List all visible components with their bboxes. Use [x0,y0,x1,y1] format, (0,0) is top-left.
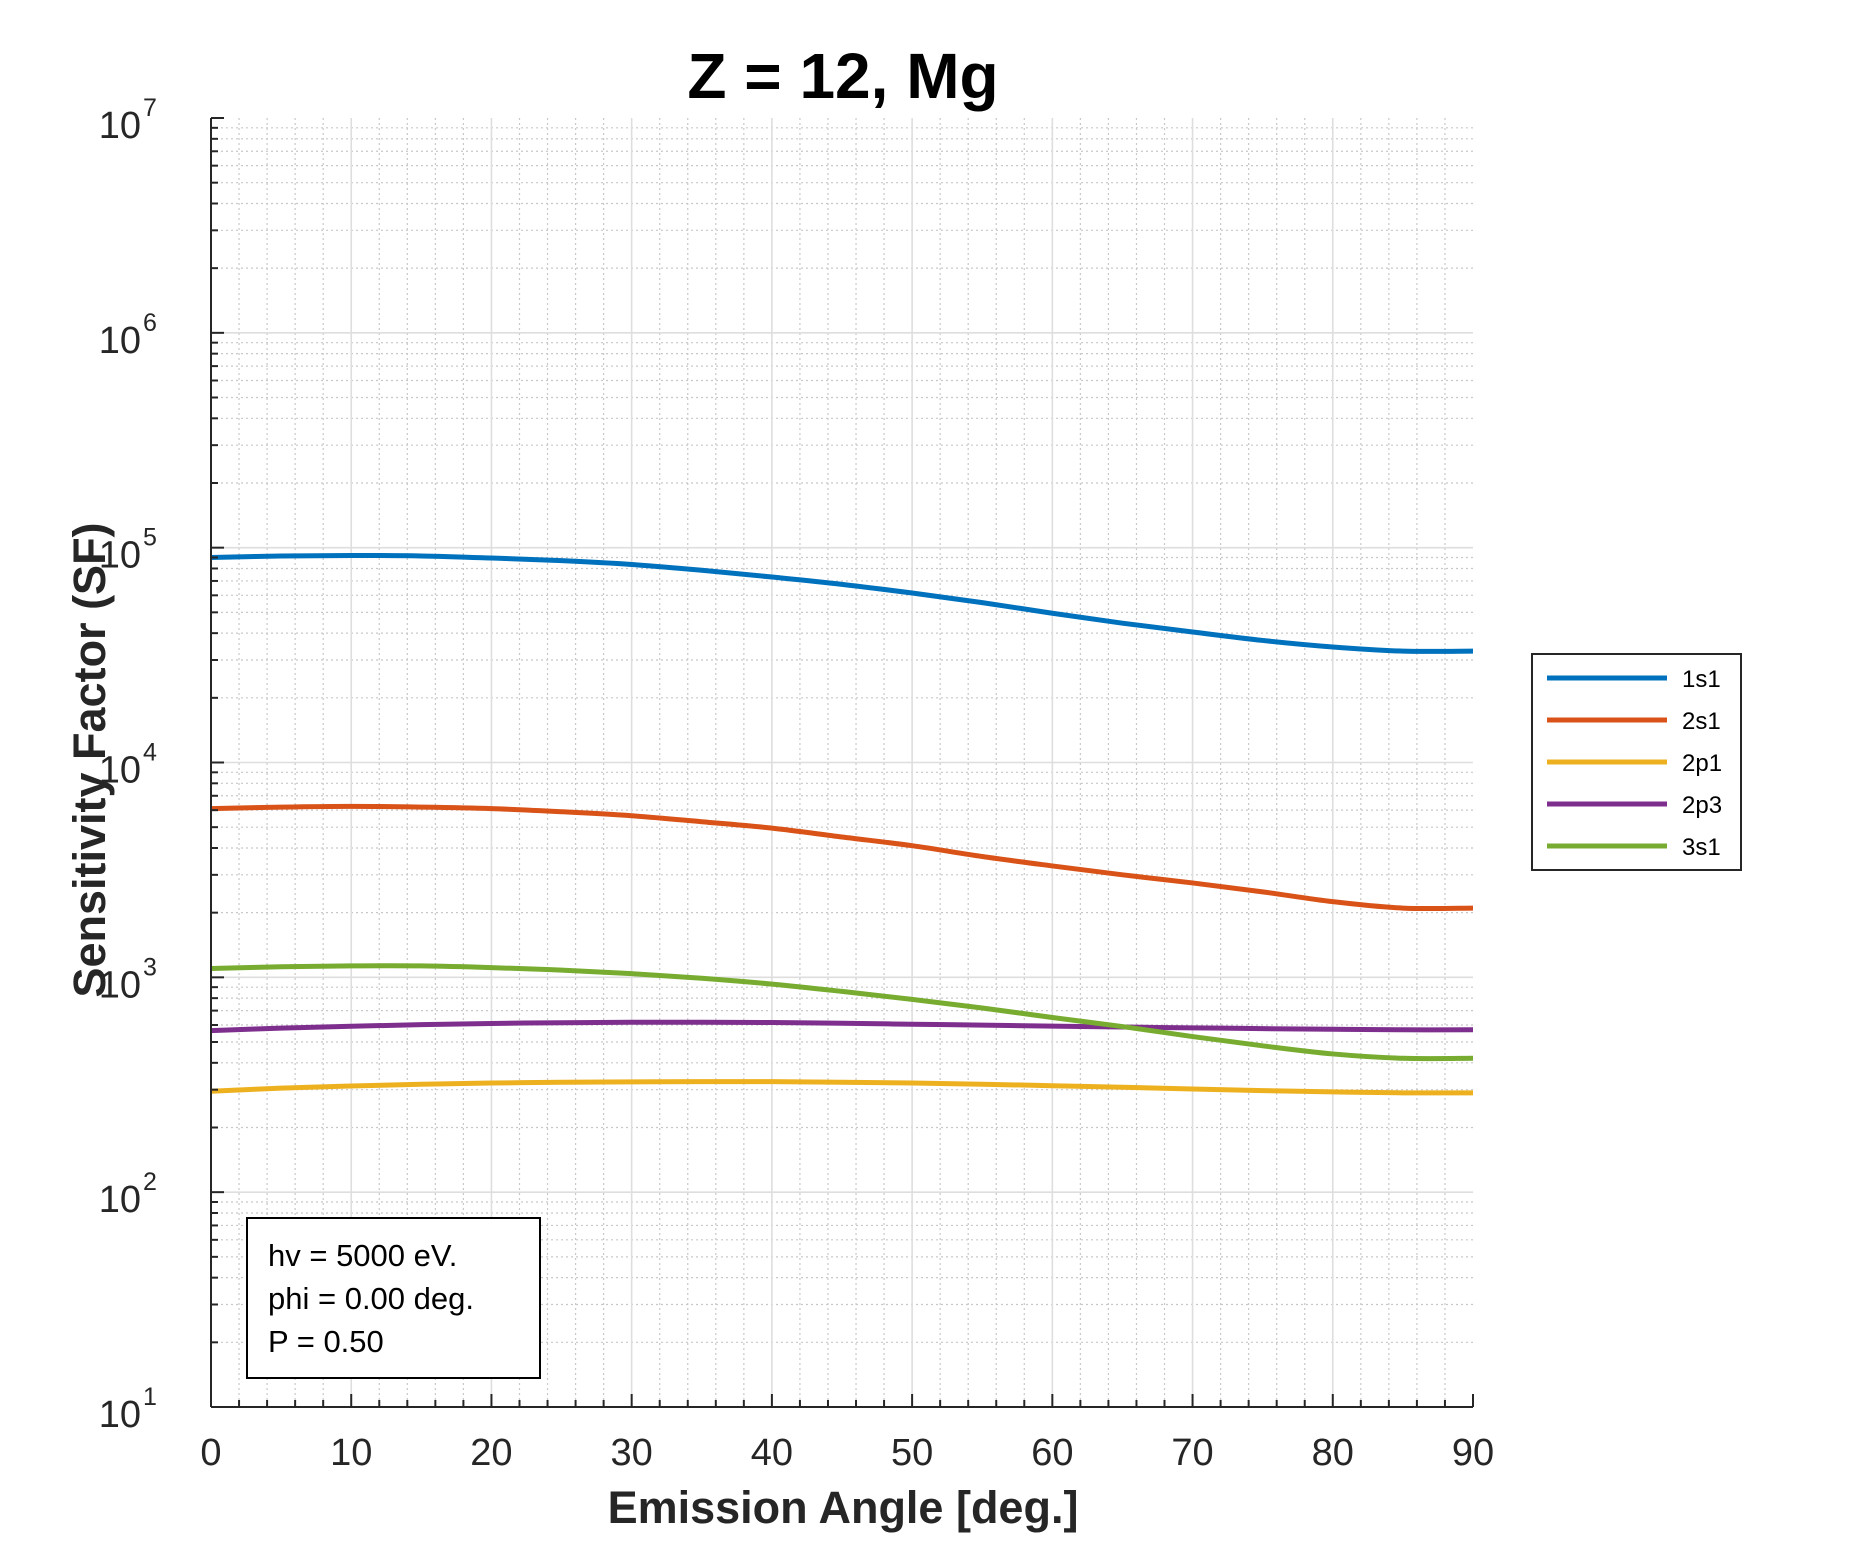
y-tick-label: 10 [99,105,141,147]
x-tick-label: 90 [1452,1432,1494,1474]
x-tick-label: 0 [200,1432,221,1474]
legend-label-2p1: 2p1 [1682,750,1722,777]
x-tick-label: 30 [611,1432,653,1474]
axes [210,117,1474,1408]
legend-label-2p3: 2p3 [1682,792,1722,819]
y-tick-label-exponent: 4 [143,739,157,767]
annotation-box: hv = 5000 eV. phi = 0.00 deg. P = 0.50 [246,1217,541,1379]
y-tick-label-exponent: 5 [143,524,157,552]
major-grid [211,118,1473,1407]
y-tick-label-exponent: 2 [143,1168,157,1196]
y-tick-label-exponent: 1 [143,1383,157,1411]
legend-label-2s1: 2s1 [1682,708,1721,735]
y-tick-label: 10 [99,1179,141,1221]
chart-title: Z = 12, Mg [687,40,998,112]
series-line-2p1 [210,1079,1474,1096]
annotation-line-hv: hv = 5000 eV. [268,1238,457,1273]
x-tick-label: 10 [330,1432,372,1474]
y-tick-label-exponent: 3 [143,953,157,981]
y-tick-label-exponent: 7 [143,94,157,122]
x-tick-label: 40 [751,1432,793,1474]
x-axis-label: Emission Angle [deg.] [608,1482,1079,1533]
x-tick-label: 70 [1171,1432,1213,1474]
legend: 1s1 2s1 2p1 2p3 3s1 [1531,653,1742,871]
y-tick-label: 10 [99,1394,141,1436]
y-tick-label: 10 [99,750,141,792]
x-tick-label: 50 [891,1432,933,1474]
x-tick-label: 20 [470,1432,512,1474]
legend-label-1s1: 1s1 [1682,666,1721,693]
x-tick-label: 60 [1031,1432,1073,1474]
series-line-2p3 [210,1019,1474,1034]
y-tick-label: 10 [99,964,141,1006]
annotation-line-p: P = 0.50 [268,1324,384,1359]
y-tick-label-exponent: 6 [143,309,157,337]
annotation-line-phi: phi = 0.00 deg. [268,1281,474,1316]
legend-label-3s1: 3s1 [1682,834,1721,861]
series-line-3s1 [210,963,1474,1062]
y-axis-label: Sensitivity Factor (SF) [64,522,115,997]
series-layer [210,552,1474,1096]
y-tick-label: 10 [99,320,141,362]
series-line-2s1 [210,803,1474,912]
series-line-1s1 [210,552,1474,654]
annotation-border [246,1217,541,1379]
y-tick-label: 10 [99,535,141,577]
x-tick-labels: 0 10 20 30 40 50 60 70 80 90 [200,1432,1494,1474]
x-tick-label: 80 [1312,1432,1354,1474]
